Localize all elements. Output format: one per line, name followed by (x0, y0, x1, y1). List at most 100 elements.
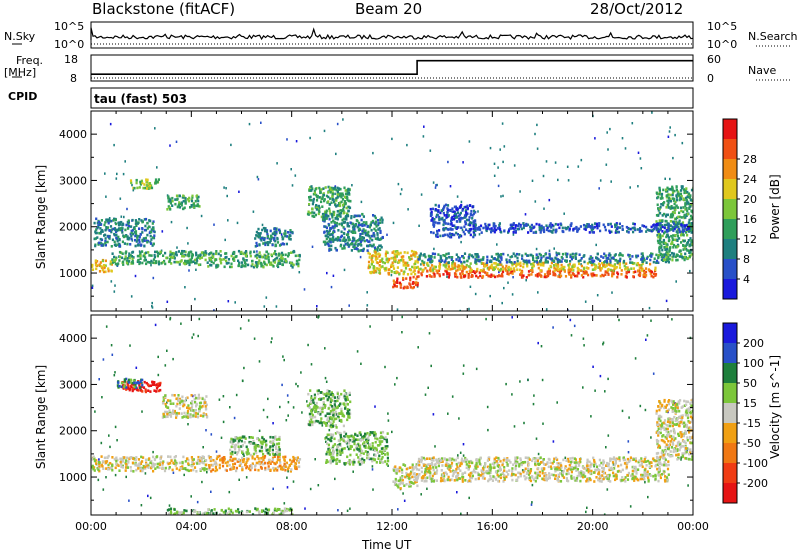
power-region-15-cell (658, 223, 661, 227)
power-region-15-cell (579, 225, 582, 228)
power-region-13-cell (497, 255, 500, 259)
velocity-region-5-cell (194, 408, 198, 412)
velocity-region-2-cell (277, 448, 280, 452)
power-region-2-cell (237, 259, 240, 263)
power-region-11-cell (612, 272, 615, 276)
velocity-region-5-cell (179, 403, 182, 406)
power-region-11-cell (654, 273, 658, 276)
power-region-14-cell (676, 253, 679, 257)
power-region-11-cell (433, 274, 436, 278)
power-colorbar-tick-label: 24 (743, 173, 757, 186)
power-region-10-cell (398, 281, 402, 285)
power-region-13-cell (555, 253, 558, 257)
velocity-noise-cell (98, 378, 100, 381)
power-noise-cell (496, 243, 498, 246)
power-region-9-cell (390, 256, 393, 260)
velocity-region-0-cell (202, 455, 205, 459)
power-region-0-cell (100, 265, 103, 268)
power-region-8-cell (340, 234, 343, 238)
power-region-3-cell (151, 244, 154, 247)
power-region-8-cell (360, 218, 363, 222)
power-region-3-cell (143, 244, 146, 248)
power-region-16-cell (469, 233, 472, 237)
power-region-12-cell (451, 262, 454, 265)
power-region-7-cell (328, 186, 331, 190)
power-region-11-cell (521, 270, 524, 274)
power-region-13-cell (475, 255, 478, 259)
velocity-noise-cell (111, 353, 114, 356)
power-region-15-cell (535, 222, 538, 226)
power-region-4-cell (143, 183, 146, 186)
power-region-3-cell (150, 228, 153, 231)
power-region-11-cell (510, 270, 514, 273)
power-region-11-cell (417, 271, 420, 274)
power-region-9-cell (378, 253, 382, 257)
power-region-7-cell (341, 209, 344, 212)
power-region-9-cell (391, 251, 394, 254)
power-region-15-cell (615, 229, 618, 232)
power-region-16-cell (456, 220, 459, 223)
power-region-6-cell (255, 241, 258, 245)
power-noise-cell (469, 285, 472, 288)
power-region-6-cell (259, 236, 262, 240)
power-region-3-cell (99, 237, 102, 241)
power-region-2-cell (267, 258, 270, 262)
power-region-2-cell (225, 259, 228, 263)
power-region-13-cell (450, 258, 453, 261)
power-region-12-cell (556, 266, 559, 270)
velocity-noise-cell (272, 487, 274, 490)
power-noise-cell (170, 220, 173, 224)
power-region-13-cell (451, 260, 455, 263)
power-region-8-cell (364, 229, 367, 233)
velocity-region-3-cell (140, 385, 143, 389)
power-noise-cell (149, 225, 151, 229)
power-region-2-cell (240, 261, 244, 264)
power-region-15-cell (618, 222, 621, 226)
velocity-region-1-cell (241, 456, 244, 460)
power-region-0-cell (99, 261, 102, 264)
power-region-2-cell (298, 253, 301, 257)
power-region-7-cell (339, 192, 342, 195)
power-noise-cell (223, 186, 225, 189)
power-region-11-cell (472, 270, 475, 273)
power-region-3-cell (125, 223, 128, 227)
power-region-11-cell (570, 276, 573, 279)
power-region-3-cell (126, 242, 129, 246)
power-region-14-cell (687, 201, 690, 204)
power-region-5-cell (197, 204, 200, 208)
velocity-region-5-cell (169, 415, 173, 418)
power-noise-cell (648, 306, 651, 310)
power-region-2-cell (273, 252, 276, 255)
power-region-8-cell (327, 235, 330, 239)
velocity-region-0-cell (97, 461, 100, 464)
power-region-8-cell (381, 235, 384, 239)
power-region-1-cell (204, 250, 207, 253)
power-region-12-cell (496, 263, 499, 267)
power-region-12-cell (593, 263, 596, 266)
power-region-1-cell (144, 256, 147, 259)
power-region-11-cell (585, 272, 588, 275)
velocity-noise-cell (513, 425, 516, 428)
power-region-8-cell (361, 213, 364, 216)
power-region-10-cell (409, 276, 412, 280)
power-region-16-cell (437, 209, 440, 212)
power-region-10-cell (393, 284, 396, 287)
power-region-3-cell (152, 226, 155, 229)
power-region-3-cell (110, 245, 113, 248)
power-region-11-cell (477, 276, 480, 279)
velocity-region-1-cell (269, 468, 272, 472)
velocity-noise-cell (228, 490, 231, 494)
power-region-12-cell (571, 265, 574, 268)
power-region-2-cell (224, 252, 227, 255)
power-noise-cell (474, 292, 477, 296)
velocity-noise-cell (272, 422, 274, 425)
power-region-15-cell (530, 227, 533, 230)
power-region-5-cell (184, 202, 187, 205)
velocity-region-1-cell (211, 464, 214, 467)
power-region-14-cell (684, 205, 687, 208)
power-region-12-cell (542, 264, 545, 267)
power-noise-cell (226, 194, 228, 198)
power-region-4-cell (139, 183, 142, 186)
velocity-region-1-cell (256, 455, 259, 458)
power-region-12-cell (462, 267, 465, 271)
